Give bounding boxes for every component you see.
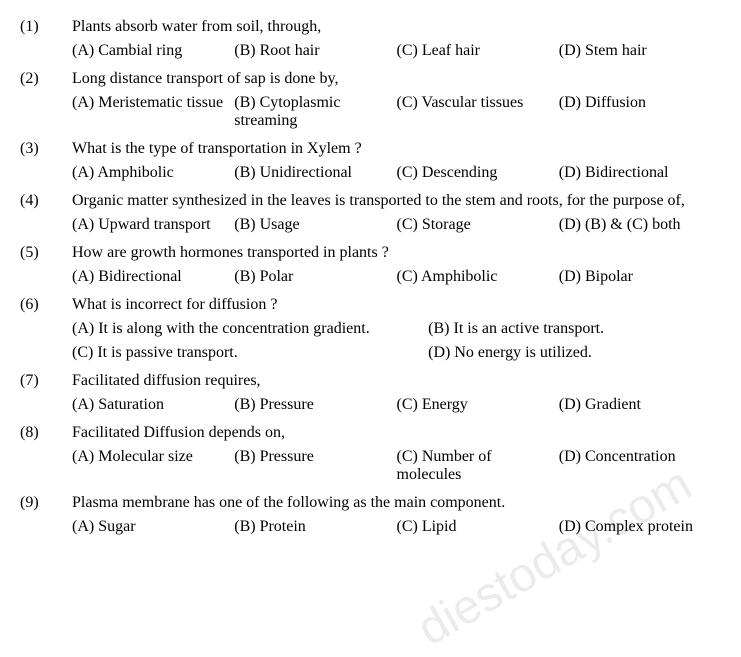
option-c: (C) Energy <box>397 396 559 414</box>
question-text: How are growth hormones transported in p… <box>72 244 721 262</box>
option-c: (C) Leaf hair <box>397 42 559 60</box>
question-2: (2) Long distance transport of sap is do… <box>20 70 721 130</box>
question-1: (1) Plants absorb water from soil, throu… <box>20 18 721 60</box>
options-row: (A) It is along with the concentration g… <box>72 320 721 338</box>
options-row: (C) It is passive transport. (D) No ener… <box>72 344 721 362</box>
question-3: (3) What is the type of transportation i… <box>20 140 721 182</box>
option-a: (A) Saturation <box>72 396 234 414</box>
question-8: (8) Facilitated Diffusion depends on, (A… <box>20 424 721 484</box>
option-d: (D) Diffusion <box>559 94 721 130</box>
option-c: (C) Descending <box>397 164 559 182</box>
option-b: (B) Pressure <box>234 448 396 484</box>
options-row: (A) Meristematic tissue (B) Cytoplasmic … <box>72 94 721 130</box>
options-row: (A) Sugar (B) Protein (C) Lipid (D) Comp… <box>72 518 721 536</box>
question-number: (1) <box>20 18 72 36</box>
question-text: What is incorrect for diffusion ? <box>72 296 721 314</box>
option-a: (A) Meristematic tissue <box>72 94 234 130</box>
option-b: (B) Root hair <box>234 42 396 60</box>
options-row: (A) Upward transport (B) Usage (C) Stora… <box>72 216 721 234</box>
option-c: (C) It is passive transport. <box>72 344 428 362</box>
question-number: (4) <box>20 192 72 210</box>
option-a: (A) Sugar <box>72 518 234 536</box>
question-number: (3) <box>20 140 72 158</box>
option-b: (B) Cytoplasmic streaming <box>234 94 396 130</box>
option-d: (D) Bidirectional <box>559 164 721 182</box>
option-c: (C) Vascular tissues <box>397 94 559 130</box>
option-c: (C) Storage <box>397 216 559 234</box>
question-7: (7) Facilitated diffusion requires, (A) … <box>20 372 721 414</box>
option-b: (B) Unidirectional <box>234 164 396 182</box>
question-4: (4) Organic matter synthesized in the le… <box>20 192 721 234</box>
option-a: (A) Bidirectional <box>72 268 234 286</box>
option-d: (D) Concentration <box>559 448 721 484</box>
question-5: (5) How are growth hormones transported … <box>20 244 721 286</box>
question-number: (8) <box>20 424 72 442</box>
question-text: Organic matter synthesized in the leaves… <box>72 192 721 210</box>
option-d: (D) (B) & (C) both <box>559 216 721 234</box>
option-d: (D) No energy is utilized. <box>428 344 721 362</box>
question-number: (6) <box>20 296 72 314</box>
option-d: (D) Bipolar <box>559 268 721 286</box>
options-row: (A) Amphibolic (B) Unidirectional (C) De… <box>72 164 721 182</box>
option-c: (C) Amphibolic <box>397 268 559 286</box>
question-9: (9) Plasma membrane has one of the follo… <box>20 494 721 536</box>
question-text: Plants absorb water from soil, through, <box>72 18 721 36</box>
option-b: (B) Usage <box>234 216 396 234</box>
question-text: Long distance transport of sap is done b… <box>72 70 721 88</box>
option-a: (A) Cambial ring <box>72 42 234 60</box>
question-number: (9) <box>20 494 72 512</box>
option-b: (B) It is an active transport. <box>428 320 721 338</box>
option-b: (B) Pressure <box>234 396 396 414</box>
option-b: (B) Polar <box>234 268 396 286</box>
question-text: Plasma membrane has one of the following… <box>72 494 721 512</box>
options-row: (A) Molecular size (B) Pressure (C) Numb… <box>72 448 721 484</box>
option-b: (B) Protein <box>234 518 396 536</box>
options-row: (A) Bidirectional (B) Polar (C) Amphibol… <box>72 268 721 286</box>
option-d: (D) Gradient <box>559 396 721 414</box>
question-number: (5) <box>20 244 72 262</box>
option-a: (A) It is along with the concentration g… <box>72 320 428 338</box>
option-a: (A) Amphibolic <box>72 164 234 182</box>
options-row: (A) Cambial ring (B) Root hair (C) Leaf … <box>72 42 721 60</box>
question-6: (6) What is incorrect for diffusion ? (A… <box>20 296 721 362</box>
question-text: Facilitated Diffusion depends on, <box>72 424 721 442</box>
question-number: (7) <box>20 372 72 390</box>
option-c: (C) Number of molecules <box>397 448 559 484</box>
options-row: (A) Saturation (B) Pressure (C) Energy (… <box>72 396 721 414</box>
option-d: (D) Complex protein <box>559 518 721 536</box>
watermark-text: diestoday.com <box>409 456 701 657</box>
option-c: (C) Lipid <box>397 518 559 536</box>
option-a: (A) Upward transport <box>72 216 234 234</box>
question-text: Facilitated diffusion requires, <box>72 372 721 390</box>
question-text: What is the type of transportation in Xy… <box>72 140 721 158</box>
question-number: (2) <box>20 70 72 88</box>
option-a: (A) Molecular size <box>72 448 234 484</box>
option-d: (D) Stem hair <box>559 42 721 60</box>
